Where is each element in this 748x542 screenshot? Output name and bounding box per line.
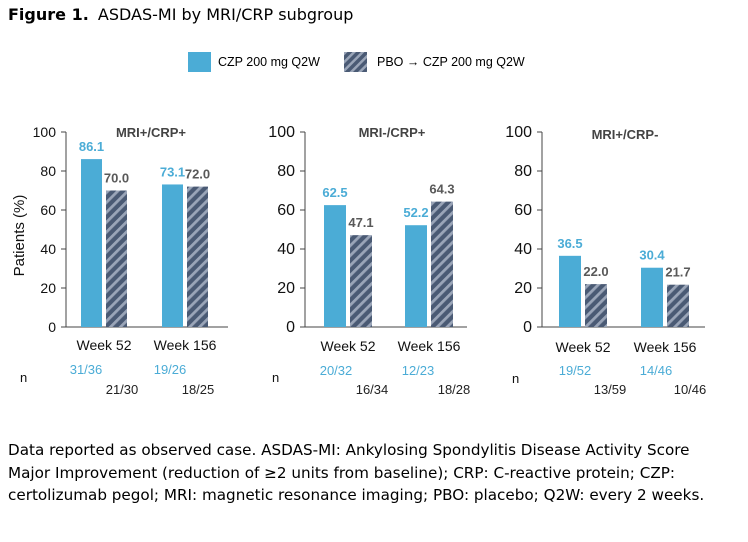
y-tick-label: 80: [514, 163, 532, 180]
x-category-label: Week 156: [634, 339, 697, 355]
bar-value-label: 73.1: [160, 164, 185, 179]
footnote: Data reported as observed case. ASDAS-MI…: [8, 441, 705, 504]
bar-pbo: [431, 201, 453, 327]
n-count: 14/46: [640, 363, 673, 378]
bar-pbo: [350, 235, 372, 327]
n-count: 12/23: [402, 363, 435, 378]
y-tick-label: 20: [277, 280, 295, 297]
n-row-label: n: [272, 370, 279, 385]
n-count: 18/28: [438, 382, 471, 397]
bar-value-label: 70.0: [104, 171, 129, 186]
bar-czp: [559, 255, 581, 327]
n-row-label: n: [512, 371, 519, 386]
bar-value-label: 86.1: [79, 139, 104, 154]
n-count: 10/46: [674, 382, 707, 397]
y-tick-label: 20: [40, 280, 56, 296]
bar-value-label: 30.4: [639, 248, 665, 263]
bar-pbo: [585, 284, 607, 327]
legend-swatch-solid: [188, 52, 211, 72]
y-tick-label: 40: [277, 241, 295, 258]
n-count: 19/26: [154, 362, 187, 377]
figure-label: Figure 1.: [8, 5, 89, 24]
y-axis-label: Patients (%): [11, 195, 28, 277]
y-tick-label: 100: [268, 124, 295, 141]
bar-value-label: 52.2: [403, 205, 428, 220]
y-tick-label: 80: [40, 163, 56, 179]
figure-title: Figure 1. ASDAS-MI by MRI/CRP subgroup: [8, 5, 353, 24]
n-count: 16/34: [356, 382, 389, 397]
y-tick-label: 20: [514, 280, 532, 297]
n-count: 31/36: [70, 362, 103, 377]
y-tick-label: 60: [277, 202, 295, 219]
bar-value-label: 62.5: [322, 185, 347, 200]
x-category-label: Week 52: [77, 337, 132, 353]
y-tick-label: 100: [33, 124, 57, 140]
bar-value-label: 64.3: [429, 182, 454, 197]
y-tick-label: 40: [514, 241, 532, 258]
y-tick-label: 40: [40, 241, 56, 257]
bar-value-label: 22.0: [583, 264, 608, 279]
panel-title: MRI+/CRP-: [592, 127, 659, 142]
legend-label-pbo: PBO → CZP 200 mg Q2W: [377, 55, 525, 69]
y-tick-label: 0: [286, 319, 295, 336]
y-tick-label: 60: [40, 202, 56, 218]
bar-pbo: [187, 186, 208, 327]
n-count: 19/52: [559, 363, 592, 378]
n-row-label: n: [20, 370, 27, 385]
y-tick-label: 0: [523, 319, 532, 336]
y-tick-label: 0: [48, 319, 56, 335]
y-tick-label: 80: [277, 163, 295, 180]
bar-value-label: 21.7: [665, 265, 690, 280]
y-tick-label: 60: [514, 202, 532, 219]
bar-value-label: 47.1: [348, 215, 373, 230]
figure-title-text: ASDAS-MI by MRI/CRP subgroup: [97, 5, 354, 24]
bar-czp: [641, 267, 663, 327]
n-count: 20/32: [320, 363, 353, 378]
n-count: 13/59: [594, 382, 627, 397]
x-category-label: Week 52: [556, 339, 611, 355]
panel-title: MRI-/CRP+: [359, 125, 426, 140]
x-category-label: Week 52: [321, 338, 376, 354]
n-count: 21/30: [106, 382, 139, 397]
legend-swatch-hatched: [344, 52, 367, 72]
panel-title: MRI+/CRP+: [116, 125, 186, 140]
bar-pbo: [106, 190, 127, 327]
n-count: 18/25: [182, 382, 215, 397]
bar-value-label: 72.0: [185, 167, 210, 182]
y-tick-label: 100: [505, 124, 532, 141]
charts-area: 0 20 40 60 80 100 MRI+/CRP+ Patients (%) 86.1 31/…: [11, 124, 707, 397]
bar-czp: [405, 225, 427, 327]
bar-czp: [162, 184, 183, 327]
x-category-label: Week 156: [154, 337, 217, 353]
legend-label-czp: CZP 200 mg Q2W: [218, 55, 320, 69]
bar-value-label: 36.5: [557, 236, 582, 251]
x-category-label: Week 156: [398, 338, 461, 354]
bar-czp: [81, 159, 102, 327]
bar-czp: [324, 205, 346, 327]
bar-pbo: [667, 284, 689, 327]
